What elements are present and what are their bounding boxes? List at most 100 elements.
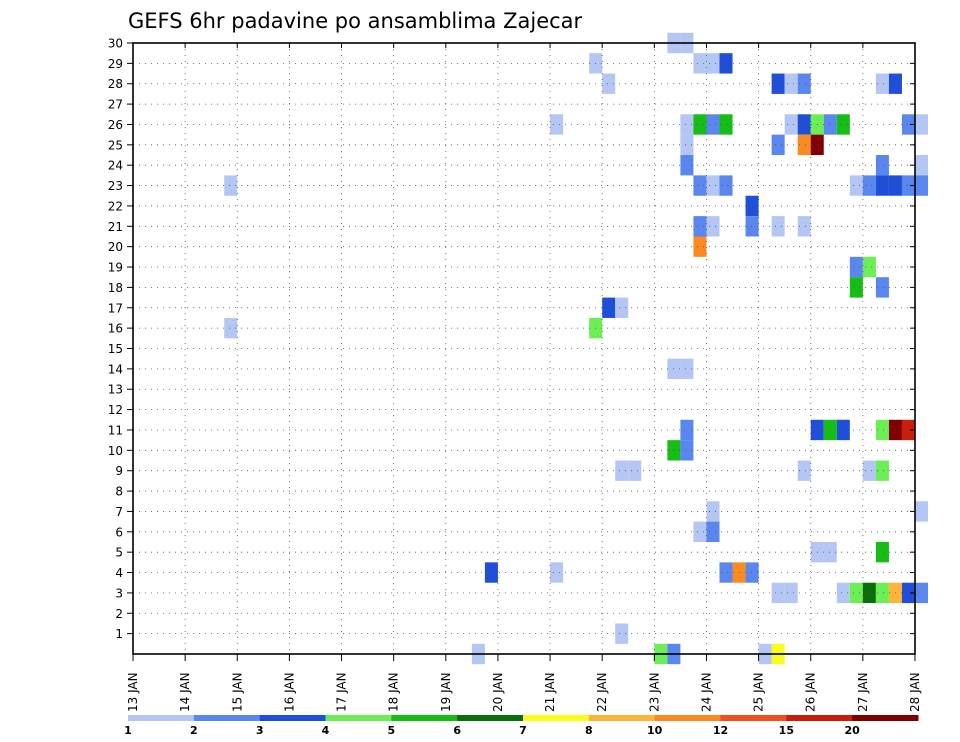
x-tick-label: 25 JAN: [752, 672, 766, 712]
y-tick-label: 1: [115, 627, 123, 641]
precip-cell: [550, 114, 564, 135]
y-tick-label: 27: [108, 98, 123, 112]
y-tick-label: 21: [108, 220, 123, 234]
precip-cell: [875, 155, 889, 176]
precip-cell: [693, 521, 707, 542]
y-tick-label: 23: [108, 179, 123, 193]
precip-cell: [628, 460, 642, 481]
x-tick-label: 17 JAN: [335, 672, 349, 712]
y-tick-label: 20: [108, 240, 123, 254]
y-tick-label: 17: [108, 301, 123, 315]
precip-cell: [875, 419, 889, 441]
precip-cell: [849, 582, 863, 604]
y-tick-label: 12: [108, 403, 123, 417]
precip-cell: [224, 317, 238, 339]
precip-cell: [836, 114, 850, 135]
precip-cell: [875, 582, 889, 604]
x-tick-label: 23 JAN: [647, 672, 661, 712]
precip-cell: [915, 582, 929, 604]
precip-cell: [706, 114, 720, 135]
precip-cell: [901, 114, 915, 135]
precip-cell: [862, 582, 876, 604]
colorbar-swatch: [391, 715, 458, 721]
precip-cell: [797, 114, 811, 135]
colorbar-label: 15: [779, 724, 794, 737]
y-tick-label: 6: [115, 525, 123, 539]
precip-cell: [602, 73, 616, 94]
precip-cell: [550, 562, 564, 583]
precip-cell: [706, 53, 720, 74]
precip-cell: [615, 297, 629, 318]
precip-cell: [615, 623, 629, 644]
y-tick-label: 9: [115, 464, 123, 478]
precip-cell: [823, 541, 837, 563]
y-tick-label: 11: [108, 423, 123, 437]
colorbar-label: 4: [322, 724, 330, 737]
colorbar: 1 2 3 4 5 6 7 8 10 12 15 20: [124, 715, 919, 737]
precip-cell: [797, 134, 811, 156]
precip-cell: [797, 216, 811, 237]
precip-cell: [915, 114, 929, 135]
colorbar-swatch: [786, 715, 853, 721]
x-tick-label: 13 JAN: [126, 672, 140, 712]
precip-cell: [680, 419, 694, 441]
precip-cell: [615, 460, 629, 481]
precip-cell: [680, 440, 694, 461]
precip-cell: [706, 175, 720, 196]
y-tick-label: 16: [108, 322, 123, 336]
precip-cell: [836, 582, 850, 604]
colorbar-label: 20: [845, 724, 861, 737]
precip-cell: [862, 460, 876, 481]
precip-cell: [823, 419, 837, 441]
colorbar-swatch: [588, 715, 656, 721]
precip-cell: [706, 501, 720, 522]
precip-cell: [680, 155, 694, 176]
y-tick-label: 3: [115, 586, 123, 600]
precip-cell: [693, 114, 707, 135]
x-tick-label: 18 JAN: [387, 672, 401, 712]
precip-cell: [862, 175, 876, 196]
y-tick-label: 30: [108, 37, 123, 51]
colorbar-label: 8: [585, 724, 593, 737]
precip-cell: [745, 195, 759, 217]
precip-cell: [771, 216, 785, 237]
precip-cell: [771, 134, 785, 156]
precip-cell: [745, 216, 759, 237]
precip-cell: [875, 460, 889, 481]
precip-cell: [849, 277, 863, 298]
precip-cell: [797, 460, 811, 481]
colorbar-swatch: [654, 715, 721, 721]
colorbar-label: 7: [519, 724, 527, 737]
y-tick-label: 5: [115, 546, 123, 560]
y-tick-label: 8: [115, 485, 123, 499]
x-tick-label: 28 JAN: [908, 672, 922, 712]
y-tick-label: 10: [108, 444, 123, 458]
colorbar-label: 5: [388, 724, 396, 737]
y-tick-label: 13: [108, 383, 123, 397]
precip-cell: [680, 114, 694, 135]
x-tick-label: 16 JAN: [282, 672, 296, 712]
y-tick-label: 28: [108, 77, 123, 91]
y-tick-label: 29: [108, 57, 123, 71]
x-axis-ticks: 13 JAN 14 JAN 15 JAN 16 JAN 17 JAN 18 JAN 19 J…: [126, 43, 922, 712]
precip-cell: [915, 501, 929, 522]
y-axis-ticks: 1234567891011121314151617181920212223242…: [108, 37, 915, 641]
precip-cell: [719, 114, 733, 135]
precip-cell: [693, 216, 707, 237]
colorbar-label: 2: [190, 724, 198, 737]
precip-cell: [680, 358, 694, 380]
precip-cell: [784, 114, 798, 135]
colorbar-label: 6: [453, 724, 461, 737]
precip-cell: [901, 419, 915, 441]
precip-cell: [224, 175, 238, 196]
y-tick-label: 22: [108, 199, 123, 213]
plot-grid: [133, 42, 915, 654]
precip-cell: [915, 155, 929, 176]
precip-cell: [849, 256, 863, 278]
x-tick-label: 22 JAN: [595, 672, 609, 712]
precip-cell: [771, 582, 785, 604]
colorbar-swatch: [457, 715, 524, 721]
precip-cell: [797, 73, 811, 94]
y-tick-label: 15: [108, 342, 123, 356]
